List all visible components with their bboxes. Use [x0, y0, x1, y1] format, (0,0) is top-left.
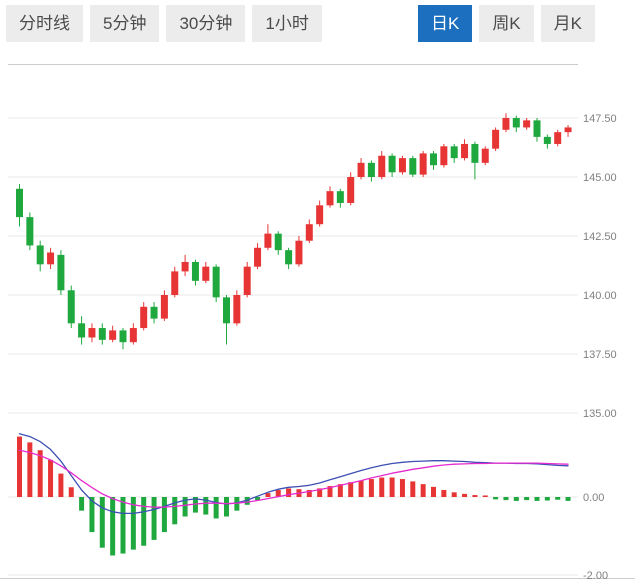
- svg-text:137.50: 137.50: [583, 349, 617, 361]
- svg-text:-2.00: -2.00: [583, 570, 608, 582]
- tab-5min[interactable]: 5分钟: [90, 5, 160, 42]
- svg-text:140.00: 140.00: [583, 290, 617, 302]
- svg-text:135.00: 135.00: [583, 408, 617, 420]
- tab-daily-k[interactable]: 日K: [417, 5, 473, 42]
- svg-text:145.00: 145.00: [583, 172, 617, 184]
- svg-text:0.00: 0.00: [583, 492, 604, 504]
- tab-1hour[interactable]: 1小时: [252, 5, 322, 42]
- timeframe-tabbar: 分时线 5分钟 30分钟 1小时 日K 周K 月K: [0, 0, 635, 42]
- tab-timeshare[interactable]: 分时线: [6, 5, 83, 42]
- svg-text:147.50: 147.50: [583, 113, 617, 125]
- tab-monthly-k[interactable]: 月K: [540, 5, 595, 42]
- tab-weekly-k[interactable]: 周K: [479, 5, 534, 42]
- svg-text:142.50: 142.50: [583, 231, 617, 243]
- tab-30min[interactable]: 30分钟: [166, 5, 246, 42]
